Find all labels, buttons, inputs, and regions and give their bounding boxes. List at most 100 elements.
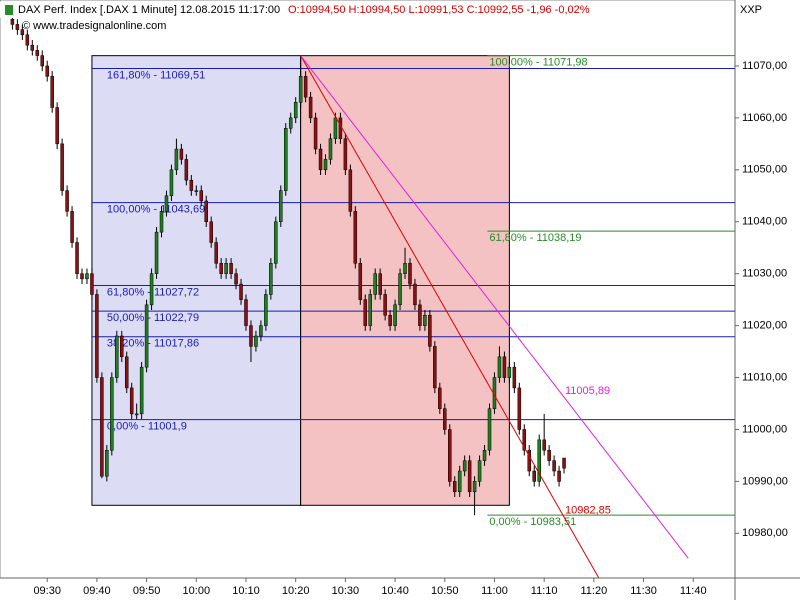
candle-body <box>35 50 40 56</box>
candle-body <box>303 76 308 98</box>
candle-body <box>55 107 59 145</box>
candle-body <box>149 273 154 306</box>
candle-body <box>552 460 556 472</box>
candle-body <box>343 138 348 171</box>
candle-body <box>353 211 358 264</box>
candle-body <box>423 314 427 326</box>
candle-body <box>129 387 134 415</box>
candle-body <box>438 387 442 409</box>
candle-body <box>15 24 20 30</box>
candle-body <box>388 314 392 326</box>
candle-body <box>383 294 387 316</box>
range-box <box>91 55 302 506</box>
candle-body <box>174 148 179 171</box>
candle-body <box>65 190 69 212</box>
candle-body <box>358 263 363 300</box>
candle-body <box>338 117 343 139</box>
candle-body <box>562 457 566 469</box>
header-bg <box>0 2 600 18</box>
candle-body <box>40 55 44 67</box>
candle-body <box>477 460 482 482</box>
candle-body <box>378 273 382 295</box>
candle-body <box>30 44 35 51</box>
candle-body <box>557 470 561 482</box>
candle-body <box>313 117 318 150</box>
fib-label: 61,80% - 11038,19 <box>489 232 581 244</box>
x-tick-label: 09:40 <box>83 585 111 597</box>
y-tick-label: 11060,00 <box>742 112 787 124</box>
candle-body <box>537 439 541 482</box>
x-tick-label: 10:10 <box>232 585 260 597</box>
candle-body <box>482 449 487 461</box>
candle-body <box>110 377 114 451</box>
candle-body <box>373 273 377 295</box>
candle-body <box>219 263 223 274</box>
candle-body <box>10 18 15 25</box>
candle-body <box>308 96 313 119</box>
candle-body <box>472 481 477 493</box>
candle-body <box>249 325 253 347</box>
candle-body <box>234 273 238 285</box>
candle-body <box>115 335 119 378</box>
candle-body <box>328 138 333 160</box>
y-tick-label: 11000,00 <box>742 423 787 435</box>
candle-body <box>487 408 492 451</box>
trend-label: 11005,89 <box>565 385 610 397</box>
candle-body <box>398 273 402 306</box>
candle-body <box>25 34 30 46</box>
candle-body <box>45 65 49 77</box>
candle-body <box>120 335 124 358</box>
candle-body <box>532 470 536 482</box>
y-tick-label: 11050,00 <box>742 164 787 176</box>
candle-body <box>75 242 79 274</box>
candle-body <box>428 314 432 347</box>
candle-body <box>159 211 164 233</box>
y-tick-label: 11040,00 <box>742 216 787 228</box>
x-tick-label: 09:50 <box>133 585 161 597</box>
x-tick-label: 10:00 <box>183 585 211 597</box>
candle-body <box>179 148 184 160</box>
candle-body <box>284 128 288 191</box>
candle-body <box>269 263 273 295</box>
fib-label: 38,20% - 11017,86 <box>107 338 199 350</box>
candle-body <box>80 273 84 280</box>
candle-body <box>452 481 457 493</box>
range-box <box>300 55 510 506</box>
candle-body <box>393 304 397 326</box>
candle-body <box>184 159 189 181</box>
candle-body <box>443 408 447 430</box>
x-tick-label: 11:10 <box>531 585 558 597</box>
candle-body <box>274 221 278 264</box>
y-tick-label: 11070,00 <box>742 60 787 72</box>
candle-body <box>522 429 527 451</box>
candle-body <box>199 190 204 202</box>
candle-body <box>264 294 268 326</box>
candle-body <box>348 169 353 212</box>
chart-title: DAX Perf. Index [.DAX 1 Minute] 12.08.20… <box>18 4 280 16</box>
candle-body <box>467 460 472 493</box>
candle-body <box>254 335 258 347</box>
candle-body <box>512 366 517 389</box>
candle-body <box>70 211 74 243</box>
candle-body <box>418 304 422 326</box>
candle-body <box>457 470 462 493</box>
candle-body <box>169 169 174 197</box>
x-tick-label: 11:00 <box>481 585 508 597</box>
candle-body <box>105 449 109 477</box>
candle-body <box>547 449 551 461</box>
x-tick-label: 10:30 <box>332 585 360 597</box>
x-tick-label: 10:20 <box>282 585 310 597</box>
trend-line <box>300 55 689 559</box>
candle-body <box>293 102 298 119</box>
fib-label: 50,00% - 11022,79 <box>107 312 199 324</box>
candle-body <box>60 143 64 191</box>
candle-body <box>209 221 213 243</box>
candle-body <box>224 263 228 274</box>
fib-label: 0,00% - 11001,9 <box>107 421 187 433</box>
candle-body <box>244 299 248 326</box>
x-tick-label: 11:20 <box>581 585 608 597</box>
candle-body <box>497 356 502 378</box>
candle-body <box>433 346 437 389</box>
x-tick-label: 11:40 <box>680 585 707 597</box>
